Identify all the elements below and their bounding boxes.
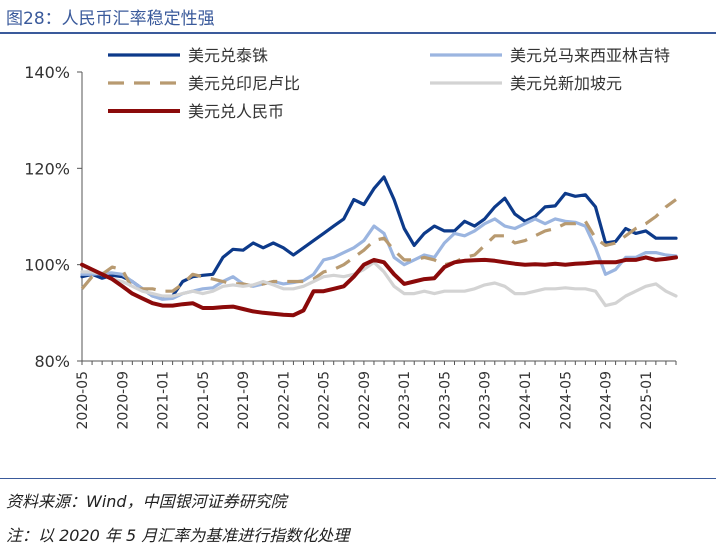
x-tick-label: 2021-01 xyxy=(156,371,172,430)
x-tick-label: 2021-09 xyxy=(236,371,252,430)
x-axis: 2020-05 2020-09 2021-01 2021-05 2021-09 2022-… xyxy=(75,360,677,430)
y-tick-label: 120% xyxy=(24,159,70,178)
title-divider xyxy=(0,32,716,34)
x-tick-label: 2023-09 xyxy=(478,371,494,430)
x-tick-label: 2020-09 xyxy=(115,371,131,430)
legend-label: 美元兑印尼卢比 xyxy=(188,74,300,93)
x-tick-label: 2021-05 xyxy=(196,371,212,430)
y-tick-label: 80% xyxy=(34,352,70,371)
x-tick-label: 2024-01 xyxy=(518,371,534,430)
footer-divider xyxy=(0,478,716,479)
x-tick-label: 2024-05 xyxy=(558,371,574,430)
x-tick-label: 2022-09 xyxy=(357,371,373,430)
legend-label: 美元兑新加坡元 xyxy=(510,74,622,93)
x-tick-label: 2022-05 xyxy=(317,371,333,430)
y-tick-label: 140% xyxy=(24,63,70,82)
x-tick-label: 2020-05 xyxy=(75,371,91,430)
y-axis: 80% 100% 120% 140% xyxy=(24,63,83,371)
x-tick-label: 2023-05 xyxy=(437,371,453,430)
x-tick-label: 2024-09 xyxy=(599,371,615,430)
series-line xyxy=(80,175,678,300)
source-note: 资料来源：Wind，中国银河证券研究院 xyxy=(6,492,287,511)
series-line xyxy=(80,255,678,318)
legend-label: 美元兑人民币 xyxy=(188,102,284,121)
x-tick-label: 2025-01 xyxy=(639,371,655,430)
y-tick-label: 100% xyxy=(24,256,70,275)
plot-area xyxy=(80,175,678,318)
x-tick-label: 2023-01 xyxy=(397,371,413,430)
series-line xyxy=(80,260,678,308)
series-line xyxy=(80,198,677,293)
legend-label: 美元兑泰铢 xyxy=(188,46,268,65)
footnote: 注：以 2020 年 5 月汇率为基准进行指数化处理 xyxy=(6,526,350,545)
legend-label: 美元兑马来西亚林吉特 xyxy=(510,46,670,65)
figure-title: 图28：人民币汇率稳定性强 xyxy=(6,9,215,29)
x-tick-label: 2022-01 xyxy=(276,371,292,430)
